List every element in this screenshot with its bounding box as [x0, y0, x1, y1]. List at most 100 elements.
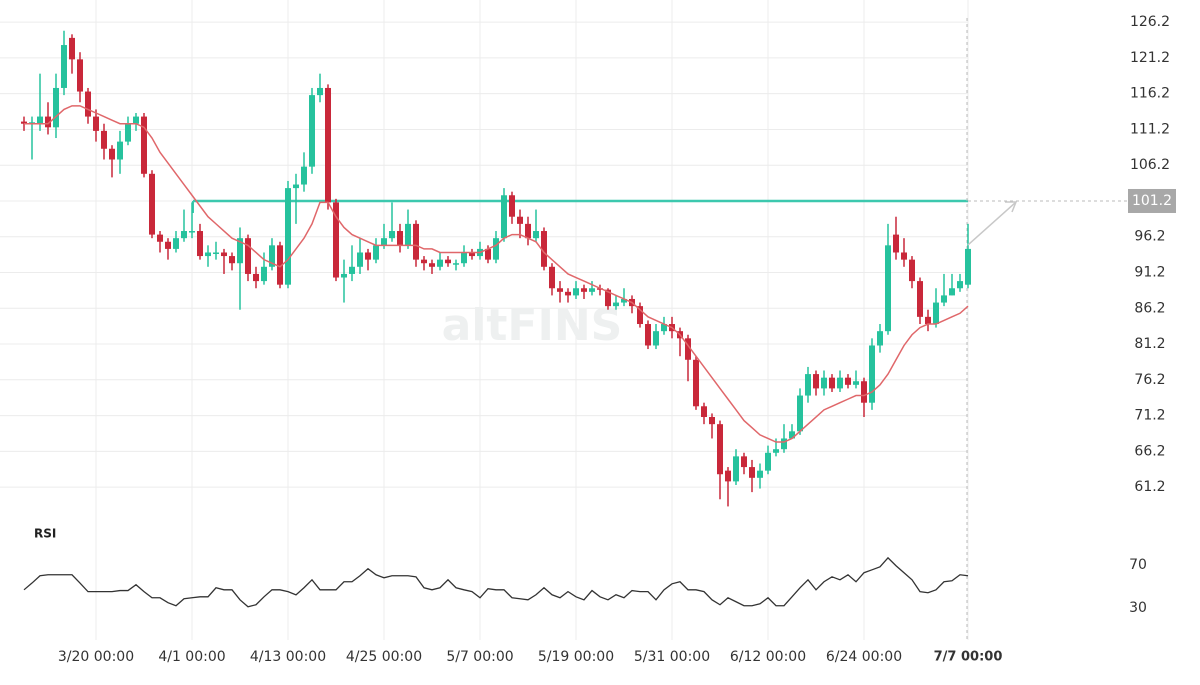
candle-body — [885, 245, 891, 332]
candle-body — [685, 338, 691, 360]
candle-body — [773, 449, 779, 453]
candle-body — [85, 91, 91, 117]
x-tick-label: 5/7 00:00 — [446, 649, 513, 665]
candle-body — [749, 467, 755, 478]
candle-body — [37, 116, 43, 124]
y-tick-label: 61.2 — [1134, 479, 1165, 495]
rsi-tick-label: 30 — [1129, 600, 1147, 616]
candle-body — [341, 273, 347, 278]
candle-body — [133, 116, 139, 124]
candle-body — [813, 374, 819, 389]
candle-body — [253, 273, 259, 282]
candle-body — [301, 166, 307, 185]
candle-body — [581, 288, 587, 292]
x-tick-label: 4/25 00:00 — [346, 649, 422, 665]
candle-body — [165, 241, 171, 249]
candle-body — [829, 377, 835, 389]
candle-body — [901, 252, 907, 260]
candle-body — [557, 288, 563, 292]
candle-body — [149, 173, 155, 235]
candle-body — [237, 238, 243, 264]
y-tick-label: 121.2 — [1130, 50, 1170, 66]
candle-body — [509, 195, 515, 217]
candle-body — [573, 288, 579, 296]
candle-body — [373, 245, 379, 260]
candle-body — [613, 302, 619, 307]
candle-body — [93, 116, 99, 131]
candle-body — [405, 223, 411, 246]
y-tick-label: 81.2 — [1134, 336, 1165, 352]
candle-body — [909, 259, 915, 282]
candle-body — [709, 417, 715, 425]
candle-body — [645, 324, 651, 346]
y-tick-label: 111.2 — [1130, 121, 1170, 137]
projection-arrow — [967, 202, 1016, 246]
candle-body — [589, 288, 595, 292]
candle-body — [805, 374, 811, 396]
candle-body — [653, 331, 659, 346]
watermark: altFINS — [442, 300, 623, 351]
candle-body — [61, 45, 67, 88]
y-tick-label: 91.2 — [1134, 265, 1165, 281]
candle-body — [869, 345, 875, 403]
candle-body — [517, 216, 523, 224]
rsi-tick-label: 70 — [1129, 557, 1147, 573]
candle-body — [109, 148, 115, 160]
grid — [0, 0, 969, 640]
candle-body — [941, 295, 947, 303]
candle-body — [21, 121, 27, 124]
y-tick-label: 71.2 — [1134, 408, 1165, 424]
x-tick-label: 4/1 00:00 — [158, 649, 225, 665]
candle-body — [277, 245, 283, 285]
candle-body — [637, 306, 643, 325]
x-tick-label: 7/7 00:00 — [934, 650, 1003, 665]
candle-body — [501, 195, 507, 239]
candle-body — [125, 123, 131, 142]
rsi-line — [23, 556, 969, 608]
y-tick-label: 116.2 — [1130, 86, 1170, 102]
x-tick-label: 6/24 00:00 — [826, 649, 902, 665]
candle-body — [101, 130, 107, 149]
candle-body — [917, 281, 923, 317]
candle-body — [965, 248, 971, 285]
candle-body — [325, 87, 331, 203]
candle-body — [397, 231, 403, 246]
candle-body — [741, 456, 747, 468]
candle-body — [261, 266, 267, 282]
x-tick-label: 4/13 00:00 — [250, 649, 326, 665]
candle-body — [45, 116, 51, 128]
candle-body — [701, 406, 707, 418]
candle-body — [957, 281, 963, 289]
candle-body — [413, 223, 419, 260]
candle-body — [853, 381, 859, 385]
candle-body — [717, 424, 723, 475]
candle-body — [205, 252, 211, 257]
candle-body — [309, 95, 315, 167]
candle-body — [485, 248, 491, 260]
candle-body — [757, 470, 763, 478]
candle-body — [797, 395, 803, 432]
candle-body — [877, 331, 883, 346]
candle-body — [357, 252, 363, 267]
candle-body — [861, 381, 867, 403]
candle-body — [245, 238, 251, 274]
candle-body — [933, 302, 939, 325]
candle-body — [949, 288, 955, 296]
candle-body — [333, 202, 339, 278]
candle-body — [453, 263, 459, 265]
candle-body — [285, 188, 291, 285]
candle-body — [541, 231, 547, 267]
candle-body — [621, 298, 627, 303]
candle-body — [565, 291, 571, 296]
candle-body — [845, 377, 851, 385]
candle-body — [445, 259, 451, 264]
candle-body — [317, 87, 323, 96]
level-label: 101.2 — [1132, 193, 1172, 209]
y-tick-label: 66.2 — [1134, 443, 1165, 459]
candle-body — [493, 238, 499, 260]
candle-body — [269, 245, 275, 267]
candle-body — [789, 431, 795, 439]
y-tick-label: 126.2 — [1130, 14, 1170, 30]
candle-body — [549, 266, 555, 289]
